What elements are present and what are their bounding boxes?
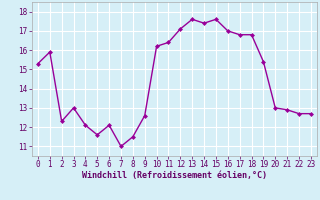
X-axis label: Windchill (Refroidissement éolien,°C): Windchill (Refroidissement éolien,°C) [82,171,267,180]
